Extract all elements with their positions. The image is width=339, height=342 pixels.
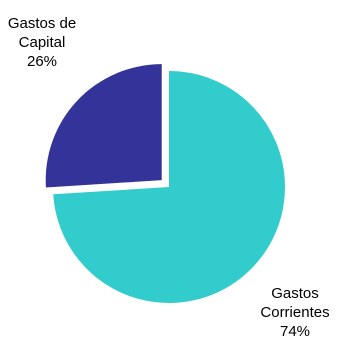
slice-name-line: Gastos de xyxy=(8,15,76,32)
pie-slice-0 xyxy=(53,71,286,303)
labels-layer: Gastos Corrientes 74% Gastos de Capital 26% xyxy=(8,15,330,340)
slice-name-line: Corrientes xyxy=(260,304,329,321)
slices-layer xyxy=(45,64,286,303)
slice-percent-label: 74% xyxy=(280,323,310,340)
pie-slice-1 xyxy=(45,64,162,188)
slice-label-1: Gastos de Capital 26% xyxy=(8,15,76,70)
slice-label-0: Gastos Corrientes 74% xyxy=(260,285,329,340)
slice-name-line: Gastos xyxy=(271,285,319,302)
slice-percent-label: 26% xyxy=(27,53,57,70)
slice-name-line: Capital xyxy=(19,34,66,51)
